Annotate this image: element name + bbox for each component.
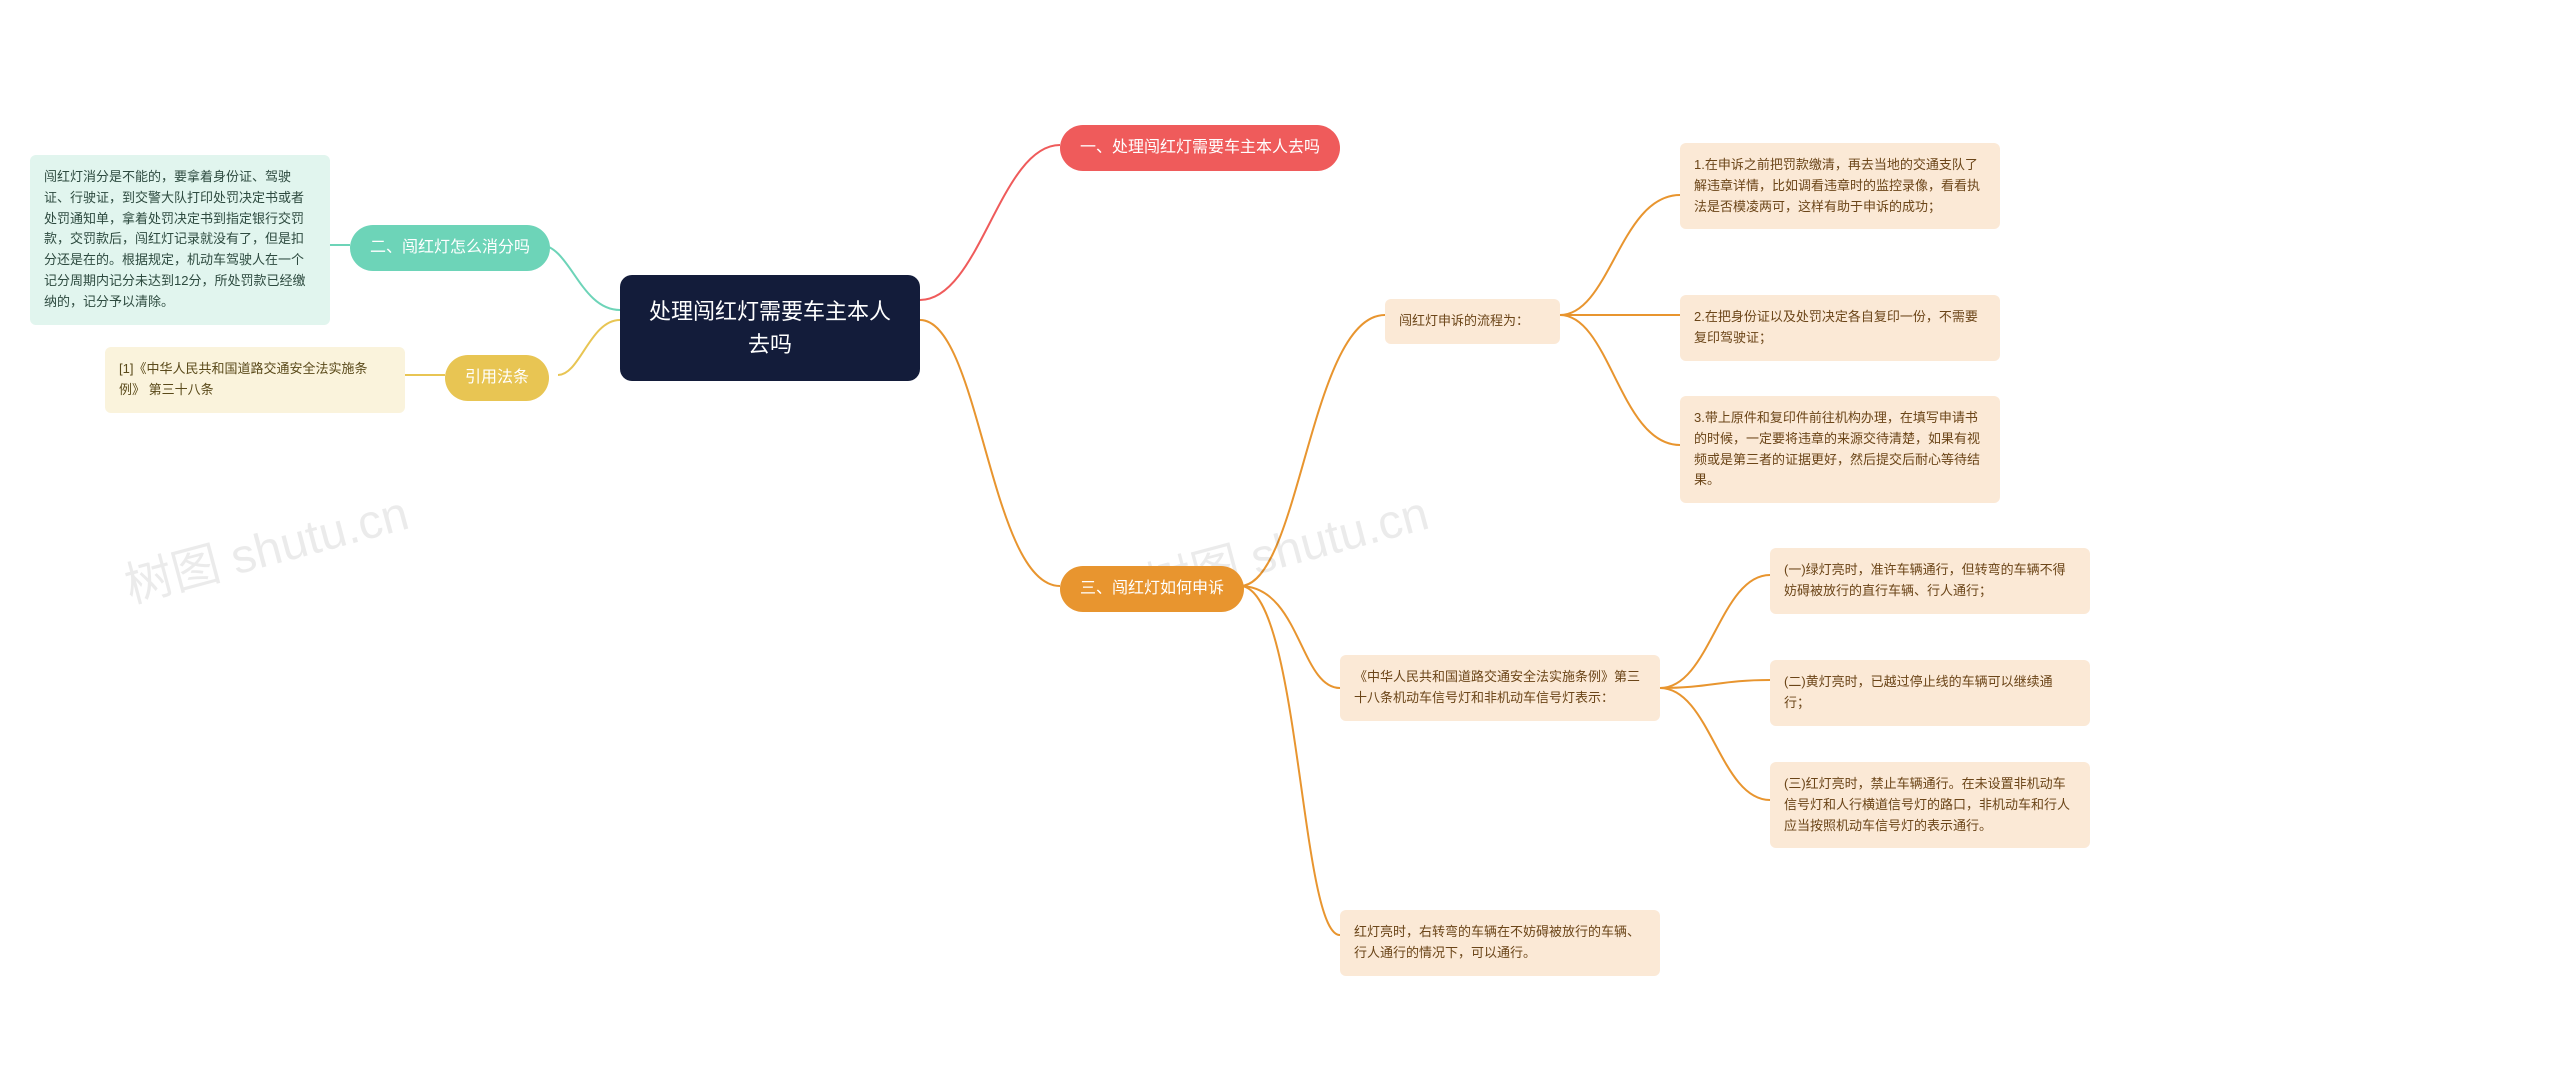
leaf-node-b4-2: 红灯亮时，右转弯的车辆在不妨碍被放行的车辆、行人通行的情况下，可以通行。 <box>1340 910 1660 976</box>
leaf-node-b4-1-2: (三)红灯亮时，禁止车辆通行。在未设置非机动车信号灯和人行横道信号灯的路口，非机… <box>1770 762 2090 848</box>
leaf-node-b4-0-1: 2.在把身份证以及处罚决定各自复印一份，不需要复印驾驶证； <box>1680 295 2000 361</box>
branch-node-b4: 三、闯红灯如何申诉 <box>1060 566 1244 612</box>
center-node: 处理闯红灯需要车主本人去吗 <box>620 275 920 381</box>
leaf-node-b4-0: 闯红灯申诉的流程为： <box>1385 299 1560 344</box>
branch-node-b3: 引用法条 <box>445 355 549 401</box>
branch-node-b2: 二、闯红灯怎么消分吗 <box>350 225 550 271</box>
watermark: 树图 shutu.cn <box>116 474 415 617</box>
leaf-node-b4-1-1: (二)黄灯亮时，已越过停止线的车辆可以继续通行； <box>1770 660 2090 726</box>
leaf-node-b2-0: 闯红灯消分是不能的，要拿着身份证、驾驶证、行驶证，到交警大队打印处罚决定书或者处… <box>30 155 330 325</box>
leaf-node-b4-0-2: 3.带上原件和复印件前往机构办理，在填写申请书的时候，一定要将违章的来源交待清楚… <box>1680 396 2000 503</box>
leaf-node-b3-0: [1]《中华人民共和国道路交通安全法实施条例》 第三十八条 <box>105 347 405 413</box>
leaf-node-b4-0-0: 1.在申诉之前把罚款缴清，再去当地的交通支队了解违章详情，比如调看违章时的监控录… <box>1680 143 2000 229</box>
leaf-node-b4-1-0: (一)绿灯亮时，准许车辆通行，但转弯的车辆不得妨碍被放行的直行车辆、行人通行； <box>1770 548 2090 614</box>
branch-node-b1: 一、处理闯红灯需要车主本人去吗 <box>1060 125 1340 171</box>
leaf-node-b4-1: 《中华人民共和国道路交通安全法实施条例》第三十八条机动车信号灯和非机动车信号灯表… <box>1340 655 1660 721</box>
